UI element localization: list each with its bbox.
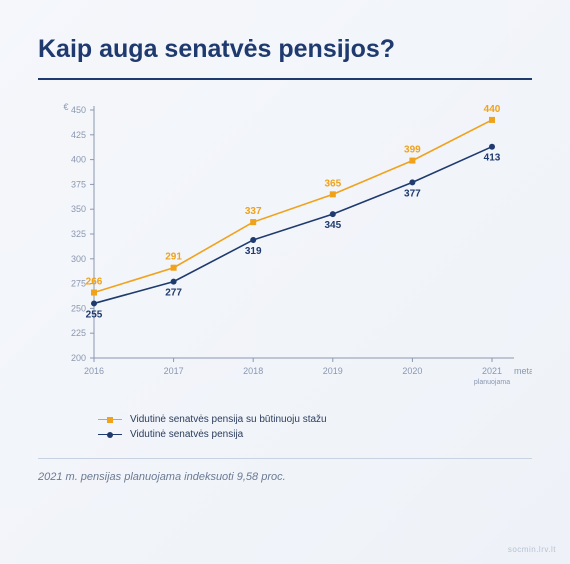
svg-text:266: 266 <box>86 277 103 288</box>
svg-text:2018: 2018 <box>243 366 263 376</box>
svg-text:200: 200 <box>71 353 86 363</box>
svg-text:225: 225 <box>71 328 86 338</box>
svg-text:2019: 2019 <box>323 366 343 376</box>
svg-text:2021: 2021 <box>482 366 502 376</box>
svg-text:planuojama: planuojama <box>474 379 510 386</box>
svg-text:275: 275 <box>71 279 86 289</box>
legend-item: Vidutinė senatvės pensija <box>98 429 532 440</box>
legend-label: Vidutinė senatvės pensija su būtinuoju s… <box>130 414 327 425</box>
legend-line-icon <box>98 434 122 435</box>
square-marker-icon <box>107 417 113 423</box>
pension-growth-chart: 200 225 250 275 300 325 350 375 400 425 450€2016 20… <box>38 100 532 400</box>
svg-text:277: 277 <box>165 288 182 299</box>
svg-text:metai: metai <box>514 366 532 376</box>
chart-legend: Vidutinė senatvės pensija su būtinuoju s… <box>98 414 532 440</box>
chart-title: Kaip auga senatvės pensijos? <box>38 35 532 64</box>
svg-text:400: 400 <box>71 155 86 165</box>
footnote-divider <box>38 458 532 459</box>
svg-text:375: 375 <box>71 179 86 189</box>
svg-text:440: 440 <box>484 104 501 115</box>
svg-text:255: 255 <box>86 309 103 320</box>
chart-svg: 200 225 250 275 300 325 350 375 400 425 450€2016 20… <box>38 100 532 400</box>
legend-label: Vidutinė senatvės pensija <box>130 429 243 440</box>
svg-text:450: 450 <box>71 105 86 115</box>
svg-text:319: 319 <box>245 246 262 257</box>
svg-text:300: 300 <box>71 254 86 264</box>
svg-text:2017: 2017 <box>164 366 184 376</box>
svg-text:350: 350 <box>71 204 86 214</box>
svg-text:413: 413 <box>484 153 501 164</box>
circle-marker-icon <box>107 432 113 438</box>
legend-item: Vidutinė senatvės pensija su būtinuoju s… <box>98 414 532 425</box>
footnote-text: 2021 m. pensijas planuojama indeksuoti 9… <box>38 471 532 483</box>
source-watermark: socmin.lrv.lt <box>508 545 556 554</box>
svg-text:345: 345 <box>324 220 341 231</box>
svg-text:325: 325 <box>71 229 86 239</box>
svg-text:2020: 2020 <box>402 366 422 376</box>
svg-text:399: 399 <box>404 145 421 156</box>
svg-text:365: 365 <box>324 178 341 189</box>
svg-text:337: 337 <box>245 206 262 217</box>
title-underline <box>38 78 532 80</box>
svg-text:250: 250 <box>71 303 86 313</box>
svg-text:377: 377 <box>404 188 421 199</box>
svg-text:2016: 2016 <box>84 366 104 376</box>
svg-text:€: € <box>63 102 68 112</box>
legend-line-icon <box>98 419 122 420</box>
svg-text:425: 425 <box>71 130 86 140</box>
svg-text:291: 291 <box>165 252 182 263</box>
